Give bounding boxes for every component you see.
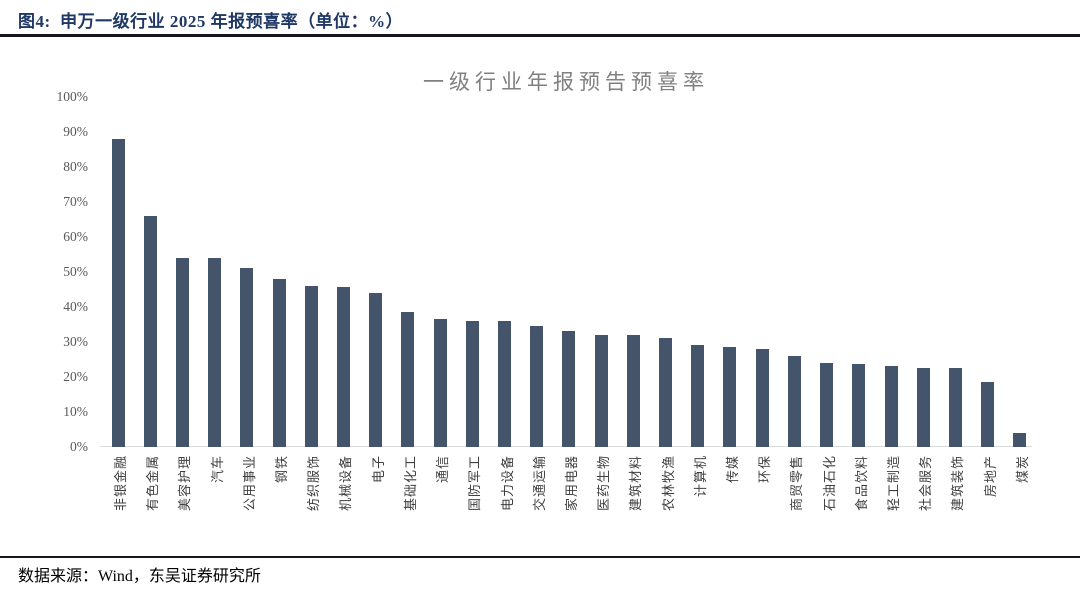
x-axis-category-label: 交通运输 [531, 455, 547, 512]
x-axis-category-label: 电力设备 [499, 455, 515, 512]
bar [723, 346, 737, 447]
bar [562, 331, 576, 447]
y-axis-tick-label: 60% [63, 228, 88, 244]
bar [336, 287, 350, 447]
data-source-note: 数据来源：Wind，东吴证券研究所 [18, 568, 261, 585]
bar [304, 285, 318, 447]
y-axis-tick-label: 50% [63, 263, 88, 279]
y-axis-tick-label: 100% [56, 88, 89, 104]
bar [143, 215, 157, 447]
bar [948, 367, 962, 447]
x-axis-category-label: 传媒 [724, 455, 740, 484]
x-axis-category-label: 环保 [757, 455, 773, 484]
y-axis-tick-label: 80% [63, 158, 88, 174]
bar [498, 320, 512, 447]
x-axis-category-label: 社会服务 [918, 455, 934, 512]
x-axis-category-label: 商贸零售 [789, 455, 805, 512]
bar [691, 345, 705, 447]
y-axis-tick-label: 30% [63, 333, 88, 349]
x-axis-category-label: 计算机 [692, 455, 708, 498]
bar [240, 268, 254, 447]
x-axis-category-label: 房地产 [982, 455, 998, 498]
y-axis-tick-label: 20% [63, 368, 88, 384]
x-axis-category-label: 电子 [370, 455, 386, 484]
bar [659, 338, 673, 447]
bar [175, 257, 189, 447]
bar [916, 367, 930, 447]
y-axis-tick-label: 40% [63, 298, 88, 314]
bar [111, 138, 125, 447]
bar [1013, 432, 1027, 447]
bar [820, 362, 834, 447]
x-axis-category-label: 非银金融 [113, 455, 128, 512]
bar [884, 366, 898, 447]
x-axis-category-label: 公用事业 [241, 455, 257, 512]
x-axis-category-label: 汽车 [209, 455, 225, 484]
bar [465, 320, 479, 447]
bar [626, 334, 640, 447]
chart-title: 一级行业年报预告预喜率 [423, 70, 709, 94]
x-axis-category-label: 家用电器 [563, 455, 579, 512]
x-axis-category-label: 有色金属 [145, 455, 161, 512]
x-axis-category-label: 农林牧渔 [660, 455, 676, 512]
bar [369, 292, 383, 447]
bar [755, 348, 769, 447]
bar [530, 325, 544, 447]
x-axis-category-label: 国防军工 [467, 455, 483, 512]
x-axis-category-label: 建筑装饰 [950, 455, 966, 512]
x-axis-category-label: 食品饮料 [853, 455, 869, 512]
x-axis-category-label: 煤炭 [1014, 455, 1030, 484]
bar [787, 355, 801, 447]
bar-chart: 一级行业年报预告预喜率 0% 10% 20% 30% 40% 50% 60% 70% 80% 90… [56, 70, 1032, 512]
bar [852, 364, 866, 447]
bar [594, 334, 608, 447]
x-axis-category-label: 建筑材料 [628, 455, 644, 512]
y-axis-tick-label: 0% [70, 438, 88, 454]
x-axis-category-label: 医药生物 [596, 455, 612, 512]
bar [272, 278, 286, 447]
x-axis-category-label: 石油石化 [821, 455, 837, 512]
figure-caption: 图4: 申万一级行业 2025 年报预喜率（单位：%） [18, 12, 404, 31]
y-axis-tick-label: 10% [63, 403, 88, 419]
x-axis-category-label: 轻工制造 [886, 455, 902, 512]
bar [433, 318, 447, 447]
bar [981, 381, 995, 447]
x-axis-category-label: 钢铁 [274, 455, 290, 484]
y-axis-tick-label: 90% [63, 123, 88, 139]
footer-divider-line [0, 556, 1080, 558]
x-axis-category-label: 机械设备 [338, 455, 354, 512]
header-divider-line [0, 34, 1080, 37]
x-axis-category-label: 通信 [435, 455, 451, 484]
x-axis-category-label: 基础化工 [402, 455, 418, 512]
x-axis-category-label: 美容护理 [177, 455, 193, 512]
x-axis-category-label: 纺织服饰 [306, 455, 322, 512]
y-axis-tick-label: 70% [63, 193, 88, 209]
bar [401, 311, 415, 447]
bar [208, 257, 222, 447]
